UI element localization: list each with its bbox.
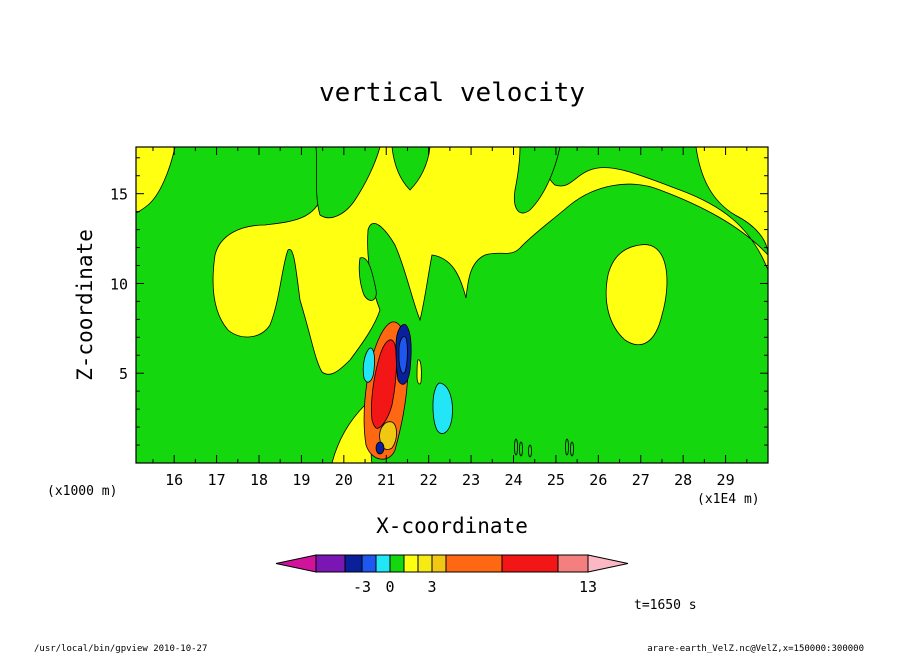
y-tick-label: 15 (110, 186, 128, 204)
colorbar-box (557, 554, 589, 573)
field-blue-column (398, 336, 408, 374)
field-small-contours (514, 438, 574, 458)
field-red-core (371, 339, 397, 429)
plot-frame (135, 146, 769, 464)
x-axis: 16 17 18 19 20 21 22 23 24 25 26 27 28 29 (152, 147, 748, 489)
colorbar-box (389, 554, 405, 573)
colorbar-low-triangle (275, 554, 317, 573)
x-tick-label: 20 (335, 471, 353, 489)
x-tick-label: 24 (504, 471, 522, 489)
y-tick-label: 10 (110, 275, 128, 293)
plot-area (135, 146, 769, 464)
time-label: t=1650 s (634, 598, 697, 613)
colorbar-high-triangle (587, 554, 629, 573)
colorbar: -3 0 3 13 (275, 554, 629, 596)
x-scale-unit: (x1000 m) (47, 484, 117, 499)
x-tick-label: 19 (292, 471, 310, 489)
field-green-patch-1 (315, 147, 381, 219)
footer-right: arare-earth_VelZ.nc@VelZ,x=150000:300000 (647, 644, 864, 654)
x-axis-label: X-coordinate (376, 514, 528, 538)
colorbar-box (431, 554, 447, 573)
x-tick-label: 25 (547, 471, 565, 489)
colorbar-box (445, 554, 503, 573)
field-darkblue-dot (375, 441, 385, 455)
x-tick-label: 28 (674, 471, 692, 489)
field-cyan-left (362, 347, 375, 383)
field-green-patch-2 (391, 147, 431, 191)
x-tick-label: 18 (250, 471, 268, 489)
colorbar-box (315, 554, 346, 573)
colorbar-label: 3 (427, 578, 436, 596)
colorbar-box (344, 554, 363, 573)
x-range-unit: (x1E4 m) (697, 492, 760, 507)
y-axis-label: Z-coordinate (73, 229, 97, 381)
x-tick-label: 22 (420, 471, 438, 489)
x-tick-label: 23 (462, 471, 480, 489)
y-axis: 5 10 15 (110, 157, 768, 446)
field-green-patch-3 (513, 147, 561, 214)
colorbar-box (375, 554, 391, 573)
colorbar-box (417, 554, 433, 573)
colorbar-box (361, 554, 377, 573)
colorbar-label: 13 (579, 578, 597, 596)
colorbar-label: -3 (353, 578, 371, 596)
x-tick-label: 21 (377, 471, 395, 489)
colorbar-box (501, 554, 559, 573)
x-tick-label: 17 (208, 471, 226, 489)
chart-title: vertical velocity (319, 78, 585, 108)
x-tick-label: 16 (165, 471, 183, 489)
field-green-patch-4 (358, 257, 377, 301)
colorbar-label: 0 (385, 578, 394, 596)
y-tick-label: 5 (119, 365, 128, 383)
x-tick-label: 26 (589, 471, 607, 489)
colorbar-box (403, 554, 419, 573)
x-tick-label: 27 (632, 471, 650, 489)
field-yellow-oval-right (605, 244, 668, 346)
x-tick-label: 29 (717, 471, 735, 489)
field-yellow-streak (416, 359, 422, 385)
footer-left: /usr/local/bin/gpview 2010-10-27 (34, 644, 207, 654)
field-cyan-right (432, 382, 453, 434)
